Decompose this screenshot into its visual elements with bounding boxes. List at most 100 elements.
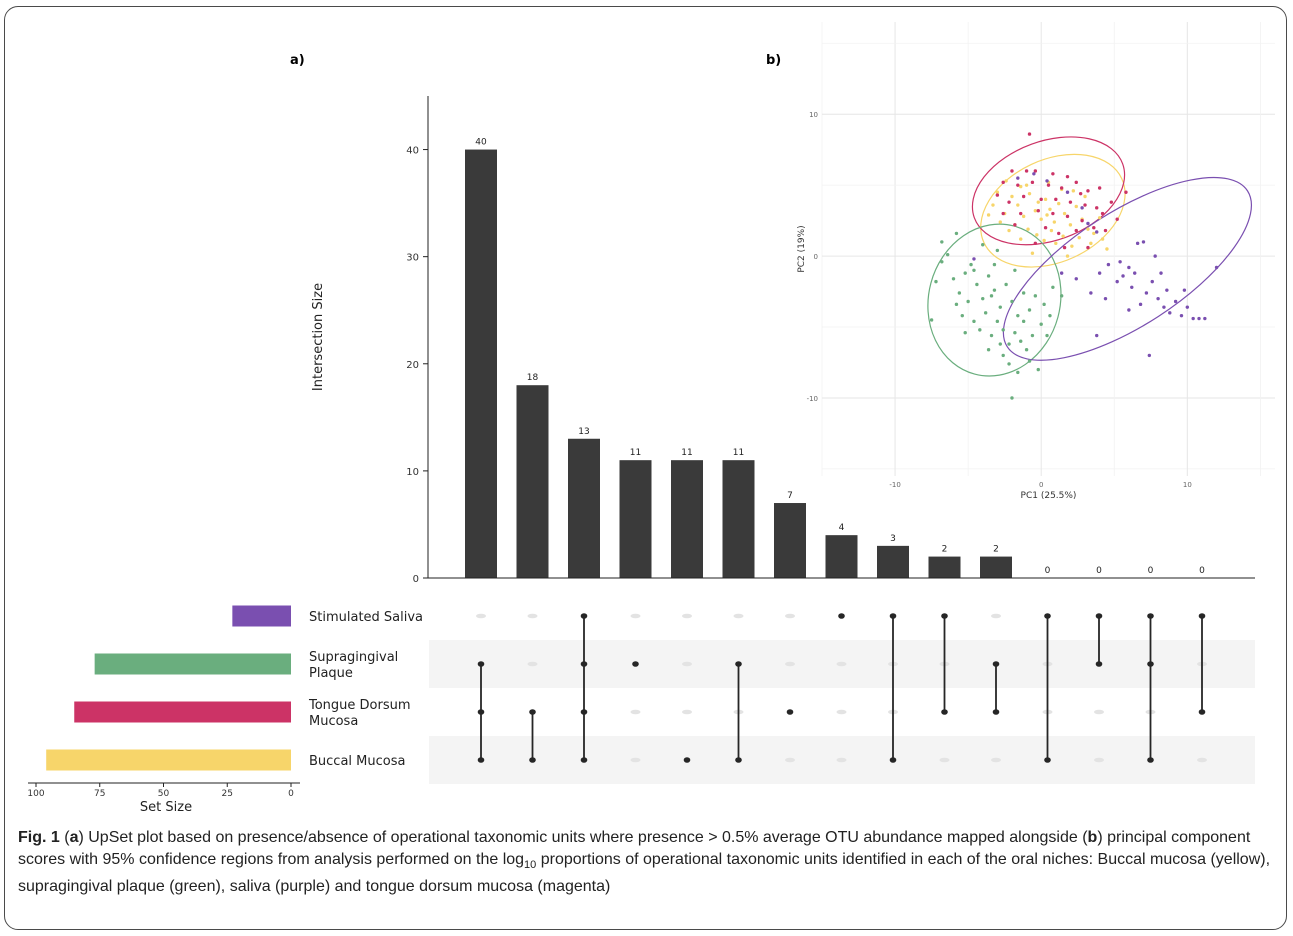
- score-point-buccal-mucosa: [1048, 207, 1052, 211]
- score-point-tongue-dorsum-mucosa: [1016, 183, 1020, 187]
- panel-label-a: a): [290, 53, 305, 68]
- score-point-tongue-dorsum-mucosa: [1086, 245, 1090, 250]
- score-point-supragingival-plaque: [1013, 268, 1017, 272]
- score-point-supragingival-plaque: [998, 342, 1002, 346]
- set-size-bar-buccal-mucosa: [46, 749, 292, 771]
- score-point-tongue-dorsum-mucosa: [1046, 183, 1051, 187]
- score-point-supragingival-plaque: [1007, 342, 1011, 346]
- set-size-bar-tongue-dorsum-mucosa: [74, 701, 291, 723]
- score-point-supragingival-plaque: [1016, 313, 1020, 318]
- score-point-buccal-mucosa: [1027, 191, 1032, 196]
- score-point-tongue-dorsum-mucosa: [1033, 169, 1038, 173]
- score-point-stimulated-saliva: [1147, 353, 1152, 358]
- matrix-dot-inactive: [836, 709, 847, 715]
- score-point-tongue-dorsum-mucosa: [1027, 132, 1032, 136]
- score-point-stimulated-saliva: [1059, 271, 1064, 275]
- matrix-dot-inactive: [939, 757, 950, 763]
- score-point-stimulated-saliva: [1115, 279, 1119, 284]
- score-point-supragingival-plaque: [960, 313, 964, 318]
- score-point-supragingival-plaque: [1016, 370, 1020, 375]
- score-point-stimulated-saliva: [1165, 288, 1169, 292]
- matrix-dot-inactive: [1094, 709, 1104, 715]
- score-point-buccal-mucosa: [1039, 217, 1043, 221]
- confidence-ellipse-tongue-dorsum-mucosa: [971, 136, 1126, 246]
- score-point-supragingival-plaque: [1024, 348, 1029, 352]
- figure-caption: Fig. 1 (a) UpSet plot based on presence/…: [18, 827, 1280, 898]
- score-point-supragingival-plaque: [995, 248, 1000, 253]
- score-point-stimulated-saliva: [1138, 302, 1143, 307]
- matrix-dot-inactive: [836, 757, 847, 763]
- score-point-stimulated-saliva: [972, 257, 976, 261]
- matrix-dot-inactive: [991, 613, 1001, 619]
- score-point-supragingival-plaque: [940, 240, 944, 244]
- matrix-dot-active: [838, 613, 845, 619]
- score-point-buccal-mucosa: [1019, 237, 1023, 241]
- score-point-supragingival-plaque: [963, 331, 967, 335]
- score-point-stimulated-saliva: [1159, 271, 1163, 275]
- set-label-tongue-dorsum-mucosa: Tongue Dorsum: [308, 698, 411, 713]
- score-point-buccal-mucosa: [1021, 214, 1026, 219]
- score-point-buccal-mucosa: [1026, 227, 1030, 231]
- intersection-bars: 40 18 13 11 11 11 7 4 3 2 2 0 0 0 0: [465, 138, 1205, 579]
- pca-y-axis-title: PC2 (19%): [797, 225, 807, 272]
- score-point-stimulated-saliva: [1197, 316, 1201, 321]
- y-tick-label: 40: [406, 146, 419, 157]
- caption-part2: ) UpSet plot based on presence/absence o…: [78, 829, 1088, 846]
- score-point-buccal-mucosa: [1074, 204, 1078, 209]
- score-point-stimulated-saliva: [1168, 311, 1172, 315]
- score-point-buccal-mucosa: [1071, 189, 1076, 193]
- set-size-axis-title: Set Size: [140, 800, 192, 815]
- score-point-buccal-mucosa: [1092, 231, 1096, 236]
- score-point-supragingival-plaque: [957, 291, 962, 295]
- set-label-buccal-mucosa: Buccal Mucosa: [309, 754, 405, 769]
- score-point-supragingival-plaque: [1007, 362, 1011, 366]
- intersection-value-label: 4: [839, 523, 845, 533]
- intersection-value-label: 0: [1096, 566, 1102, 576]
- score-point-supragingival-plaque: [969, 262, 973, 267]
- score-point-buccal-mucosa: [1045, 213, 1049, 217]
- score-point-buccal-mucosa: [1062, 211, 1067, 216]
- score-point-supragingival-plaque: [995, 319, 1000, 324]
- caption-part4: proportions of operational taxonomic uni…: [18, 851, 1271, 896]
- score-point-tongue-dorsum-mucosa: [1024, 169, 1029, 173]
- score-point-stimulated-saliva: [1103, 296, 1108, 301]
- score-point-tongue-dorsum-mucosa: [1109, 200, 1114, 204]
- score-point-buccal-mucosa: [1049, 228, 1054, 233]
- intersection-bar: [465, 149, 497, 579]
- score-point-stimulated-saliva: [1065, 190, 1070, 194]
- score-point-buccal-mucosa: [1016, 203, 1020, 207]
- score-point-stimulated-saliva: [1173, 299, 1178, 304]
- score-point-supragingival-plaque: [992, 288, 997, 292]
- score-point-tongue-dorsum-mucosa: [1086, 189, 1090, 193]
- pca-grid: [821, 22, 1275, 476]
- intersection-value-label: 0: [1199, 566, 1205, 576]
- score-point-tongue-dorsum-mucosa: [1039, 197, 1043, 202]
- caption-b-letter: b: [1087, 829, 1098, 846]
- pca-axis: -10 0 10 -10 0 10 PC1 (25.5%) PC2 (19%): [797, 111, 1192, 501]
- set-size-tick-label: 0: [288, 789, 294, 799]
- score-point-supragingival-plaque: [1004, 282, 1008, 287]
- matrix-dot-active: [683, 757, 691, 763]
- score-point-supragingival-plaque: [981, 296, 985, 301]
- score-point-supragingival-plaque: [1021, 319, 1026, 324]
- score-point-tongue-dorsum-mucosa: [1021, 194, 1026, 199]
- set-label-stimulated-saliva: Stimulated Saliva: [309, 610, 423, 625]
- pca-x-axis-title: PC1 (25.5%): [1021, 491, 1077, 501]
- score-point-supragingival-plaque: [978, 328, 982, 332]
- score-point-tongue-dorsum-mucosa: [1065, 214, 1070, 219]
- score-point-supragingival-plaque: [1001, 353, 1005, 358]
- set-label-supragingival-plaque: Plaque: [309, 666, 353, 681]
- y-tick-label: 30: [406, 253, 419, 264]
- score-point-supragingival-plaque: [989, 294, 994, 298]
- score-point-tongue-dorsum-mucosa: [1036, 208, 1040, 213]
- score-point-tongue-dorsum-mucosa: [1033, 241, 1038, 246]
- score-point-buccal-mucosa: [986, 213, 991, 217]
- score-point-buccal-mucosa: [1089, 241, 1093, 246]
- score-point-buccal-mucosa: [1033, 208, 1038, 213]
- score-point-supragingival-plaque: [951, 277, 956, 281]
- score-point-tongue-dorsum-mucosa: [1051, 211, 1055, 216]
- intersection-bar: [516, 385, 549, 578]
